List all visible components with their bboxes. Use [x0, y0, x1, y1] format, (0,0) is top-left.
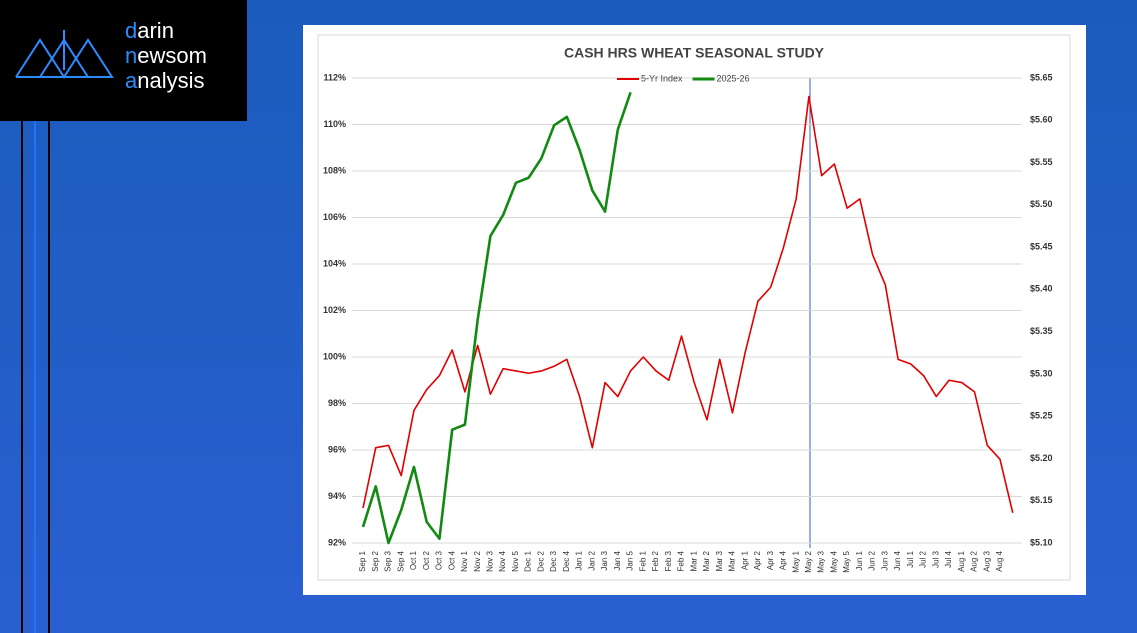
logo-icon [15, 30, 114, 79]
x-tick-label: May 4 [829, 550, 838, 572]
x-tick-label: May 3 [817, 550, 826, 572]
x-tick-label: Feb 3 [664, 550, 673, 571]
x-tick-label: Sep 1 [358, 550, 367, 571]
y-tick-label: 104% [323, 258, 346, 268]
y-tick-label: 108% [323, 165, 346, 175]
x-tick-label: Oct 2 [422, 550, 431, 570]
y-tick-label: 112% [323, 72, 346, 82]
y-tick-label: 96% [328, 444, 346, 454]
x-tick-label: Dec 4 [562, 550, 571, 571]
y2-tick-label: $5.15 [1030, 495, 1053, 505]
x-tick-label: Mar 3 [715, 550, 724, 571]
y2-tick-label: $5.25 [1030, 411, 1053, 421]
x-tick-label: Aug 2 [970, 550, 979, 571]
x-tick-label: Oct 1 [409, 550, 418, 570]
x-tick-label: Nov 5 [511, 550, 520, 571]
y2-tick-label: $5.65 [1030, 72, 1053, 82]
y-tick-label: 110% [323, 119, 346, 129]
x-tick-label: Sep 2 [371, 550, 380, 571]
x-tick-label: Feb 2 [651, 550, 660, 571]
y-tick-label: 102% [323, 305, 346, 315]
x-tick-label: Jan 2 [587, 550, 596, 570]
x-tick-label: Jul 2 [919, 550, 928, 567]
x-tick-label: Dec 3 [549, 550, 558, 571]
y2-tick-label: $5.35 [1030, 326, 1053, 336]
x-tick-label: Apr 1 [740, 550, 749, 570]
x-tick-label: Dec 1 [524, 550, 533, 571]
x-tick-label: Sep 3 [384, 550, 393, 571]
x-tick-label: Aug 1 [957, 550, 966, 571]
x-tick-label: May 2 [804, 550, 813, 572]
x-tick-label: May 5 [842, 550, 851, 572]
y2-tick-label: $5.60 [1030, 115, 1053, 125]
y2-tick-label: $5.40 [1030, 284, 1053, 294]
y2-tick-label: $5.10 [1030, 537, 1053, 547]
x-tick-label: Jul 4 [944, 550, 953, 567]
x-tick-label: Nov 1 [460, 550, 469, 571]
y2-tick-label: $5.30 [1030, 368, 1053, 378]
x-tick-label: Jan 1 [575, 550, 584, 570]
y2-tick-label: $5.45 [1030, 241, 1053, 251]
x-tick-label: Nov 2 [473, 550, 482, 571]
x-tick-label: Jun 4 [893, 550, 902, 570]
x-tick-label: Sep 4 [396, 550, 405, 571]
x-tick-label: Mar 2 [702, 550, 711, 571]
legend-label: 2025-26 [717, 73, 750, 83]
x-tick-label: Jun 3 [880, 550, 889, 570]
logo-line: newsom [125, 43, 207, 68]
x-tick-label: Apr 2 [753, 550, 762, 570]
x-tick-label: Aug 4 [995, 550, 1004, 571]
plot-border [317, 34, 1071, 581]
x-tick-label: Apr 3 [766, 550, 775, 570]
x-tick-label: Nov 4 [498, 550, 507, 571]
x-tick-label: Jun 2 [868, 550, 877, 570]
logo-box [0, 0, 247, 121]
logo-line: darin [125, 18, 174, 43]
x-tick-label: May 1 [791, 550, 800, 572]
x-tick-label: Jan 4 [613, 550, 622, 570]
x-tick-label: Jul 1 [906, 550, 915, 567]
x-tick-label: Jun 1 [855, 550, 864, 570]
x-tick-label: Nov 3 [486, 550, 495, 571]
x-tick-label: Feb 4 [677, 550, 686, 571]
x-tick-label: Aug 3 [982, 550, 991, 571]
y-tick-label: 100% [323, 351, 346, 361]
x-tick-label: Oct 4 [447, 550, 456, 570]
x-tick-label: Apr 4 [779, 550, 788, 570]
x-tick-label: Mar 1 [689, 550, 698, 571]
y2-tick-label: $5.20 [1030, 453, 1053, 463]
y-tick-label: 94% [328, 491, 346, 501]
legend-label: 5-Yr Index [641, 73, 683, 83]
x-tick-label: Jan 3 [600, 550, 609, 570]
x-tick-label: Oct 3 [435, 550, 444, 570]
x-tick-label: Jan 5 [626, 550, 635, 570]
x-tick-label: Dec 2 [536, 550, 545, 571]
x-tick-label: Mar 4 [728, 550, 737, 571]
y2-tick-label: $5.55 [1030, 157, 1053, 167]
y2-tick-label: $5.50 [1030, 199, 1053, 209]
y-tick-label: 92% [328, 537, 346, 547]
logo-line: analysis [125, 68, 205, 93]
y-tick-label: 98% [328, 398, 346, 408]
x-tick-label: Jul 3 [931, 550, 940, 567]
chart-title: CASH HRS WHEAT SEASONAL STUDY [564, 45, 825, 61]
series-line [361, 91, 632, 545]
y-tick-label: 106% [323, 212, 346, 222]
x-tick-label: Feb 1 [638, 550, 647, 571]
